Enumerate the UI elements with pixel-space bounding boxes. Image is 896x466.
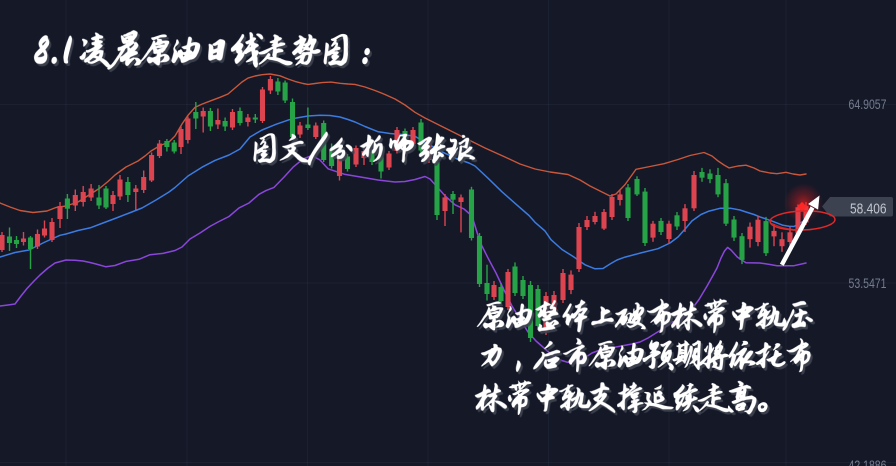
svg-text:64.9057: 64.9057 — [849, 97, 887, 112]
svg-text:53.5471: 53.5471 — [849, 276, 887, 291]
svg-text:58.406: 58.406 — [850, 202, 887, 218]
svg-text:42.1886: 42.1886 — [849, 458, 887, 466]
